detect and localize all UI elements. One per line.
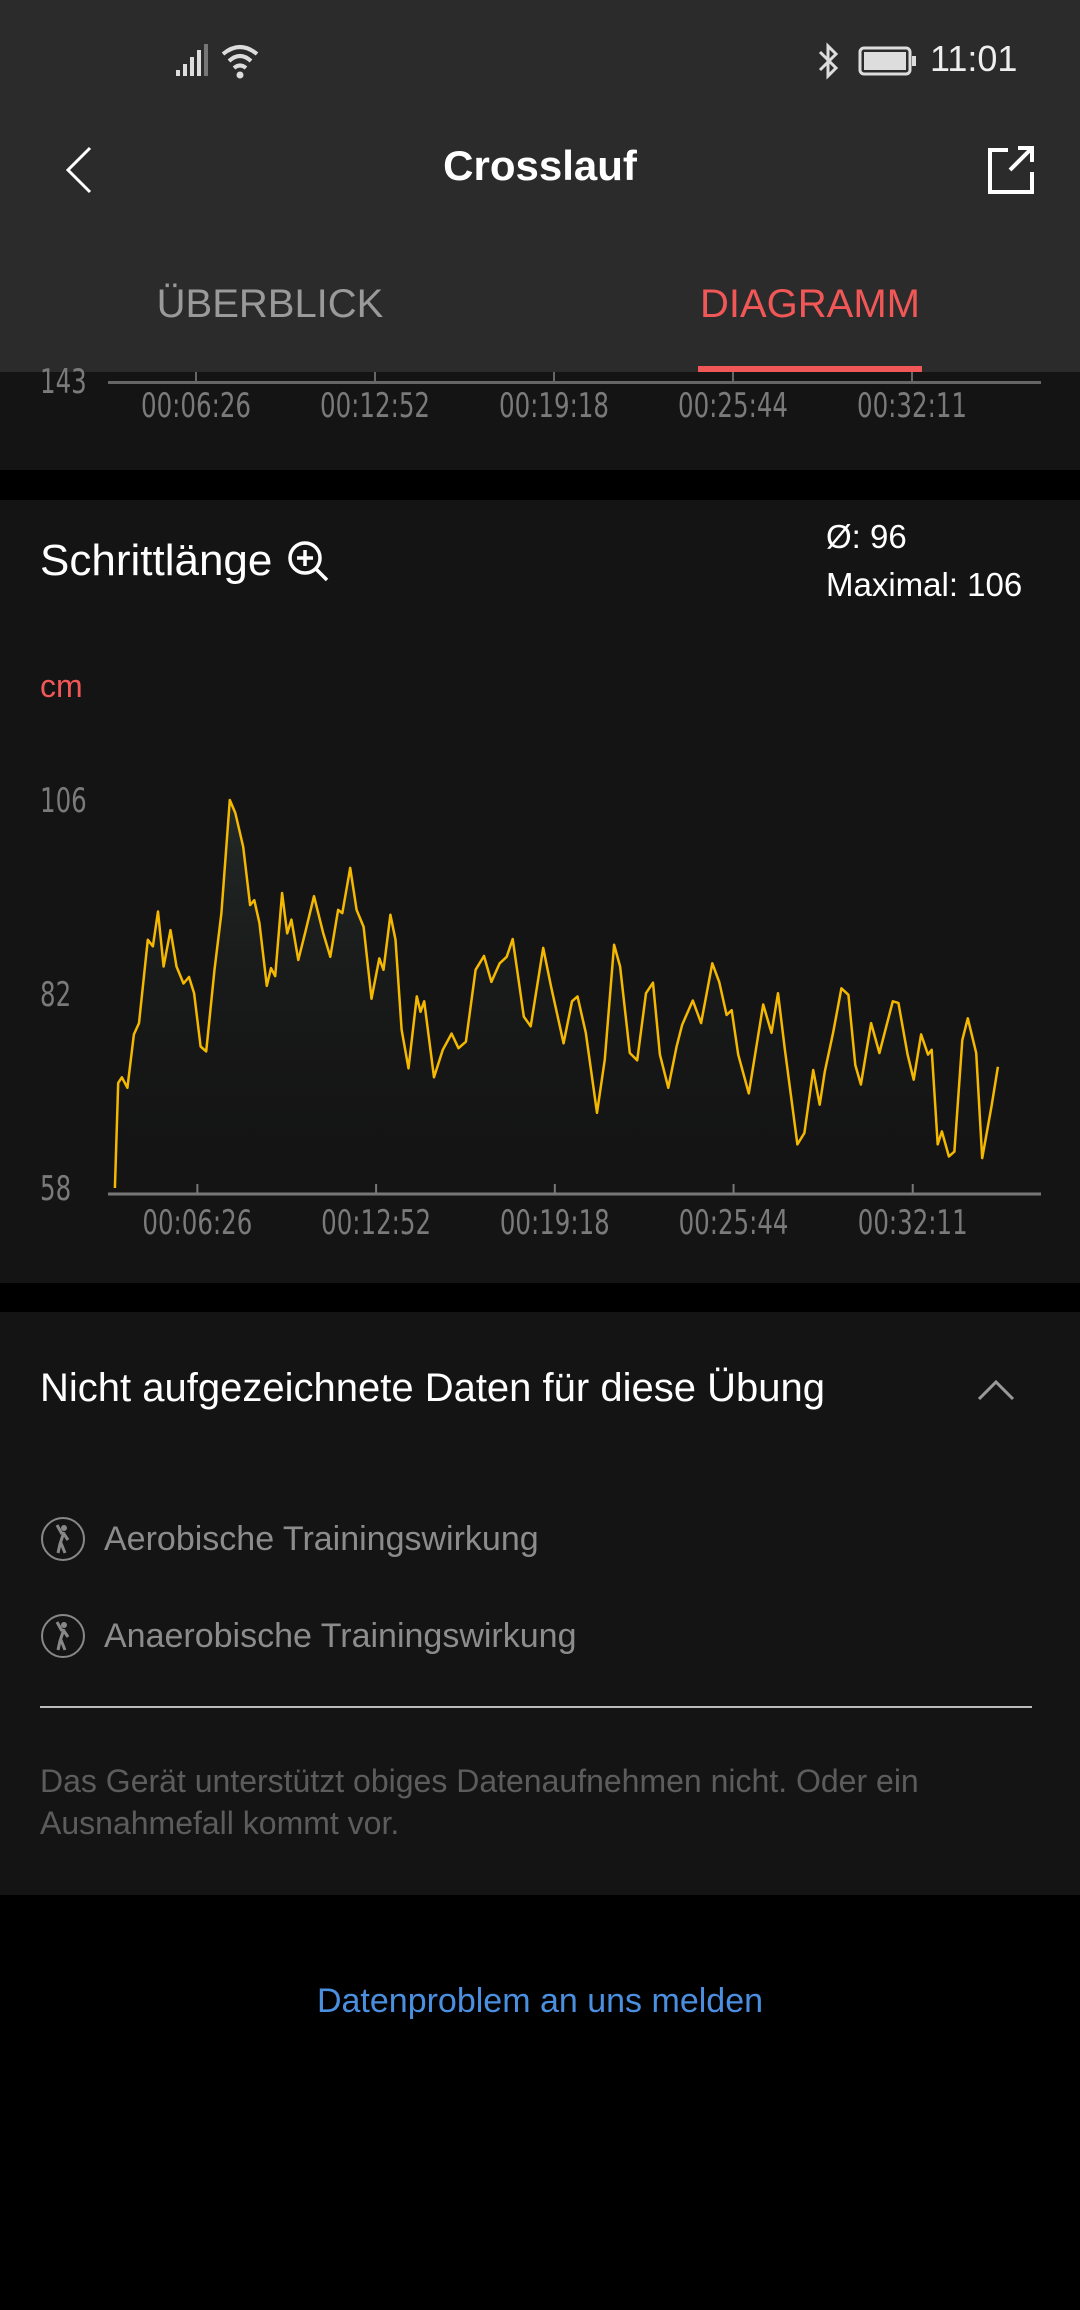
report-data-problem-link[interactable]: Datenproblem an uns melden bbox=[316, 1982, 764, 2020]
stride-length-line bbox=[113, 798, 1000, 1189]
card-title: Schrittlänge bbox=[40, 536, 273, 585]
x-tick-label: 00:06:26 bbox=[142, 1203, 252, 1242]
unsupported-note: Das Gerät unterstützt obiges Datenaufneh… bbox=[40, 1763, 919, 1841]
app-header: 11:01 Crosslauf ÜBERBLICK DIAGRAMM bbox=[0, 0, 1080, 372]
unit-label: cm bbox=[40, 668, 83, 704]
previous-chart-card: 143 00:06:26 00:12:52 00:19:18 00:25:44 00:3… bbox=[0, 362, 1080, 470]
chart-area-fill bbox=[114, 800, 998, 1194]
y-tick-label: 106 bbox=[40, 781, 87, 820]
x-tick bbox=[195, 372, 197, 382]
chevron-left-icon[interactable] bbox=[62, 144, 94, 196]
x-tick bbox=[911, 372, 913, 382]
x-tick-label: 00:12:52 bbox=[320, 386, 430, 426]
divider bbox=[40, 1706, 1032, 1708]
x-axis bbox=[108, 381, 1041, 384]
page-title: Crosslauf bbox=[443, 142, 637, 189]
bluetooth-icon bbox=[818, 42, 839, 80]
average-value: Ø: 96 bbox=[826, 518, 907, 555]
clock: 11:01 bbox=[930, 38, 1018, 79]
x-tick-label: 00:12:52 bbox=[321, 1203, 431, 1242]
x-tick-label: 00:32:11 bbox=[858, 1203, 968, 1242]
x-tick-label: 00:19:18 bbox=[500, 1203, 610, 1242]
exercise-person-icon bbox=[41, 1614, 85, 1658]
x-tick bbox=[374, 372, 376, 382]
item-label: Aerobische Trainingswirkung bbox=[104, 1519, 539, 1558]
wifi-icon bbox=[221, 45, 259, 79]
chevron-up-icon[interactable] bbox=[976, 1378, 1016, 1402]
x-tick-label: 00:06:26 bbox=[141, 386, 251, 426]
exercise-person-icon bbox=[41, 1517, 85, 1561]
tab-ueberblick[interactable]: ÜBERBLICK bbox=[156, 282, 384, 326]
stride-length-card: Schrittlänge Ø: 96 Maximal: 106 cm 00:06… bbox=[0, 500, 1080, 1283]
x-tick bbox=[732, 372, 734, 382]
list-item: Anaerobische Trainingswirkung bbox=[40, 1613, 576, 1659]
y-tick-label: 82 bbox=[40, 975, 71, 1014]
list-item: Aerobische Trainingswirkung bbox=[40, 1516, 539, 1562]
x-tick-label: 00:25:44 bbox=[678, 386, 788, 426]
active-tab-indicator bbox=[698, 366, 922, 372]
zoom-in-icon[interactable] bbox=[286, 539, 330, 583]
x-tick-label: 00:25:44 bbox=[679, 1203, 789, 1242]
section-title: Nicht aufgezeichnete Daten für diese Übu… bbox=[40, 1366, 825, 1410]
x-tick bbox=[553, 372, 555, 382]
x-tick-label: 00:19:18 bbox=[499, 386, 609, 426]
stride-length-chart: 00:06:26 00:12:52 00:19:18 00:25:44 00:32:11… bbox=[40, 781, 1041, 1242]
tab-diagramm[interactable]: DIAGRAMM bbox=[700, 282, 920, 326]
battery-icon bbox=[858, 46, 916, 76]
share-icon[interactable] bbox=[986, 144, 1036, 196]
max-value: Maximal: 106 bbox=[826, 566, 1023, 603]
x-tick-label: 00:32:11 bbox=[857, 386, 967, 426]
unrecorded-data-card: Nicht aufgezeichnete Daten für diese Übu… bbox=[0, 1312, 1080, 1895]
signal-icon bbox=[176, 44, 208, 76]
y-tick-label: 143 bbox=[40, 362, 87, 402]
item-label: Anaerobische Trainingswirkung bbox=[104, 1616, 577, 1655]
y-tick-label: 58 bbox=[40, 1169, 71, 1208]
